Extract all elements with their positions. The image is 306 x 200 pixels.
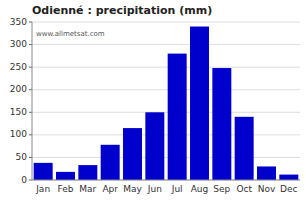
grid-line [32,112,300,113]
watermark: www.allmetsat.com [36,30,105,38]
x-axis-line [32,180,300,181]
bar [257,166,276,180]
grid-line [32,89,300,90]
x-tick-label: Mar [79,184,96,194]
bar [235,117,254,180]
bar [212,68,231,180]
y-grid [32,22,300,180]
x-tick-label: May [123,184,142,194]
x-tick-label: Feb [58,184,74,194]
y-tick-label: 50 [16,152,28,162]
y-tick-label: 150 [10,107,27,117]
bar [101,145,120,180]
grid-line [32,44,300,45]
x-axis: Jan Feb Mar Apr May Jun Jul Aug Sep Oct Nov Dec [35,184,297,194]
chart-container: 050100150200250300350JanFebMarAprMayJunJ… [0,0,306,200]
x-tick-label: Apr [102,184,118,194]
x-tick-label: Oct [236,184,252,194]
bar [34,163,53,180]
y-tick-label: 0 [21,175,27,185]
bar [56,172,75,180]
bar [279,175,298,180]
grid-line [32,134,300,135]
x-tick-label: Aug [191,184,209,194]
bar [190,27,209,180]
y-tick-label: 200 [10,84,27,94]
grid-line [32,180,300,181]
x-tick-label: Jan [35,184,50,194]
bar [123,128,142,180]
y-axis: 0 50 100 150 200 250 300 350 [10,17,32,185]
y-axis-line [32,22,33,180]
y-tick-label: 250 [10,62,27,72]
x-tick-label: Sep [213,184,230,194]
title: Odienné : precipitation (mm) [32,4,212,17]
y-tick-label: 300 [10,39,27,49]
bar [168,54,187,180]
grid-line [32,157,300,158]
bar [145,112,164,180]
grid-line [32,22,300,23]
x-tick-label: Nov [258,184,276,194]
grid-line [32,67,300,68]
x-tick-label: Dec [280,184,297,194]
x-tick-label: Jul [171,184,183,194]
bars [34,27,299,180]
chart-svg: 050100150200250300350JanFebMarAprMayJunJ… [0,0,306,200]
y-tick-label: 350 [10,17,27,27]
x-tick-label: Jun [147,184,162,194]
bar [78,165,97,180]
y-tick-label: 100 [10,129,27,139]
